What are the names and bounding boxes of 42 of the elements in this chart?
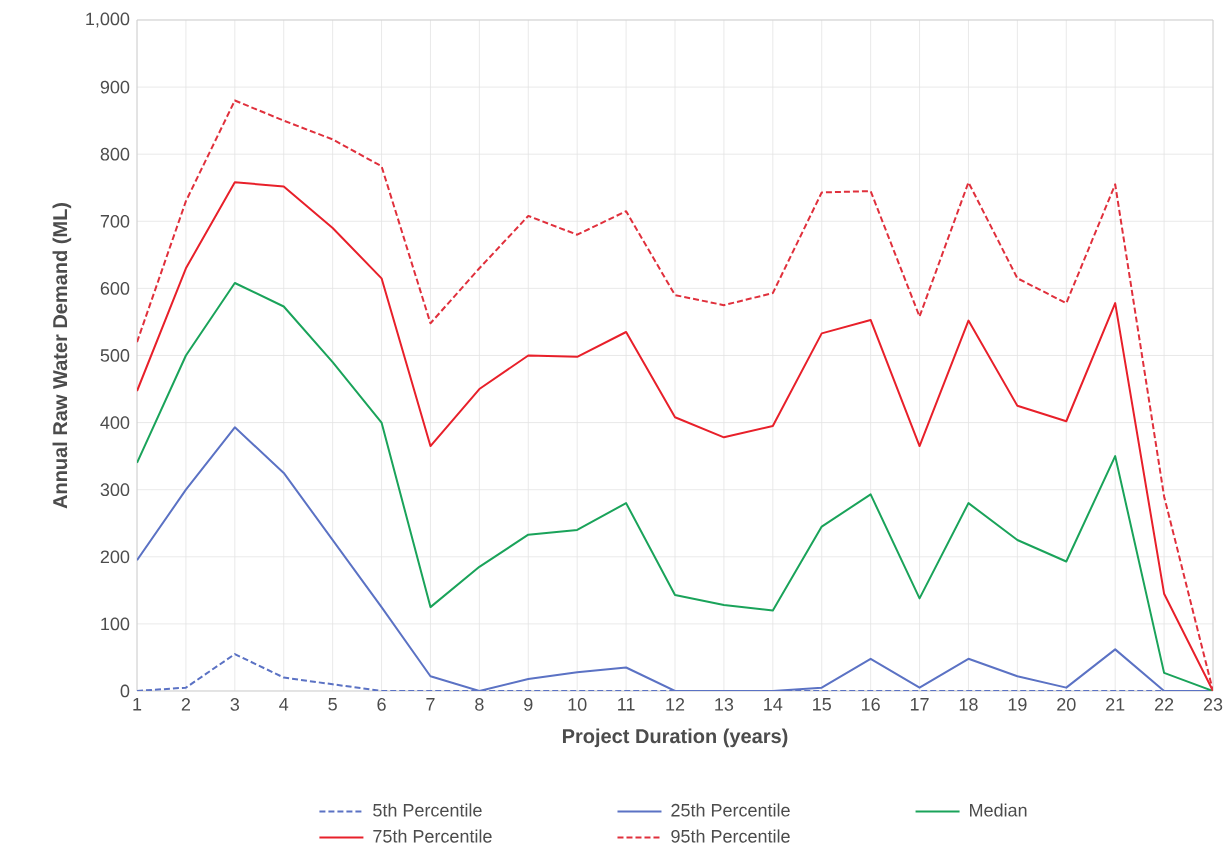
x-tick-label: 11 — [618, 698, 635, 711]
x-tick-label: 13 — [715, 698, 734, 711]
x-tick-label: 2 — [181, 698, 191, 711]
line-series — [137, 282, 1214, 691]
y-tick-label: 500 — [100, 349, 130, 362]
x-tick-label: 3 — [230, 698, 240, 711]
x-tick-label: 9 — [524, 698, 533, 711]
x-tick-label: 22 — [1154, 698, 1174, 711]
legend-label: 95th Percentile — [671, 829, 790, 843]
legend-label: 75th Percentile — [373, 829, 492, 843]
x-tick-label: 16 — [862, 698, 880, 711]
x-tick-label: 17 — [910, 698, 929, 711]
y-tick-label: 400 — [100, 416, 130, 429]
y-tick-label: 300 — [100, 483, 130, 497]
y-tick-label: 800 — [100, 147, 130, 161]
y-tick-label: 1,000 — [86, 12, 130, 28]
x-tick-label: 19 — [1008, 698, 1027, 711]
x-tick-label: 15 — [813, 698, 831, 711]
x-tick-label: 4 — [279, 698, 289, 711]
y-tick-label: 100 — [101, 617, 130, 631]
y-tick-label: 0 — [120, 684, 130, 698]
x-tick-label: 21 — [1106, 698, 1125, 711]
x-tick-label: 12 — [666, 698, 685, 711]
legend-label: 25th Percentile — [671, 803, 790, 817]
x-tick-label: 10 — [568, 698, 587, 711]
y-tick-label: 200 — [100, 550, 130, 564]
x-tick-label: 14 — [764, 698, 783, 711]
x-tick-label: 20 — [1057, 698, 1076, 711]
x-tick-label: 8 — [475, 698, 484, 711]
x-tick-label: 23 — [1203, 698, 1223, 711]
x-axis-title: Project Duration (years) — [562, 728, 788, 748]
x-tick-label: 18 — [959, 698, 978, 711]
x-tick-label: 6 — [377, 698, 386, 711]
y-axis-title: Annual Raw Water Demand (ML) — [52, 202, 72, 509]
x-tick-label: 1 — [133, 698, 142, 711]
y-tick-label: 900 — [100, 80, 130, 94]
legend-label: 5th Percentile — [373, 803, 482, 817]
y-tick-label: 600 — [100, 282, 130, 295]
legend-label: Median — [970, 803, 1027, 817]
y-tick-label: 700 — [100, 214, 130, 228]
x-tick-label: 7 — [426, 698, 435, 711]
x-tick-label: 5 — [328, 698, 337, 711]
